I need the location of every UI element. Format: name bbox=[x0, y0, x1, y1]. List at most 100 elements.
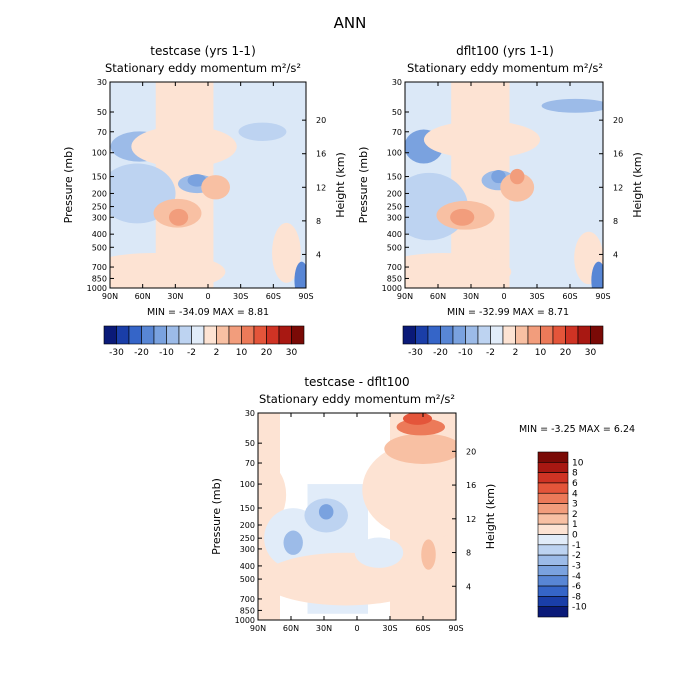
chart-panel-testcase: testcase (yrs 1-1) Stationary eddy moment… bbox=[62, 44, 347, 358]
colorbar-label: -20 bbox=[134, 348, 149, 358]
x-tick-label: 90N bbox=[102, 292, 118, 301]
colorbar-label: 4 bbox=[572, 489, 578, 499]
colorbar-swatch bbox=[477, 325, 491, 345]
right-tick-label: 20 bbox=[316, 116, 326, 125]
y-tick-label: 1000 bbox=[235, 616, 255, 625]
colorbar-swatch bbox=[537, 482, 569, 494]
colorbar-swatch bbox=[291, 325, 305, 345]
colorbar-swatch bbox=[537, 534, 569, 546]
colorbar-label: 3 bbox=[572, 500, 578, 510]
right-tick-label: 20 bbox=[466, 447, 476, 456]
x-tick-label: 30N bbox=[167, 292, 183, 301]
y-tick-label: 500 bbox=[92, 243, 107, 252]
colorbar-swatch bbox=[191, 325, 205, 345]
colorbar-swatch bbox=[166, 325, 180, 345]
colorbar-label: 2 bbox=[214, 348, 220, 358]
heatmap-contour bbox=[423, 120, 541, 159]
colorbar-swatch bbox=[537, 544, 569, 556]
colorbar-label: 20 bbox=[560, 348, 572, 358]
colorbar-swatch bbox=[103, 325, 117, 345]
colorbar-swatch bbox=[490, 325, 504, 345]
heatmap-contour bbox=[261, 552, 431, 606]
right-tick-label: 16 bbox=[613, 150, 623, 159]
y-tick-label: 300 bbox=[92, 213, 107, 222]
colorbar-label: -20 bbox=[433, 348, 448, 358]
x-tick-label: 60N bbox=[430, 292, 446, 301]
heatmap-contour bbox=[110, 253, 226, 288]
x-tick-label: 60N bbox=[135, 292, 151, 301]
colorbar-label: -8 bbox=[572, 592, 581, 602]
colorbar-swatch bbox=[228, 325, 242, 345]
y-tick-label: 400 bbox=[92, 230, 107, 239]
colorbar: -30 -20 -10 -2 2 10 20 30 bbox=[103, 325, 305, 358]
colorbar-label: -2 bbox=[572, 551, 581, 561]
right-tick-label: 4 bbox=[466, 582, 471, 591]
colorbar-label: 1 bbox=[572, 520, 578, 530]
heatmap-contour bbox=[421, 539, 436, 570]
colorbar-label: -4 bbox=[572, 572, 581, 582]
right-axis-label: Height (km) bbox=[334, 152, 347, 218]
colorbar-swatch bbox=[537, 513, 569, 525]
heatmap-field bbox=[258, 413, 456, 620]
colorbar-swatch bbox=[465, 325, 479, 345]
y-tick-label: 400 bbox=[240, 562, 255, 571]
right-tick-label: 4 bbox=[316, 250, 321, 259]
heatmap-contour bbox=[131, 125, 237, 168]
min-max-label: MIN = -32.99 MAX = 8.71 bbox=[447, 307, 569, 318]
y-tick-label: 70 bbox=[392, 128, 402, 137]
right-tick-label: 20 bbox=[613, 116, 623, 125]
colorbar-label: -30 bbox=[109, 348, 124, 358]
right-tick-label: 12 bbox=[466, 515, 476, 524]
y-tick-label: 70 bbox=[245, 459, 255, 468]
heatmap-contour bbox=[384, 433, 456, 464]
x-tick-label: 30N bbox=[316, 624, 332, 633]
y-tick-label: 100 bbox=[240, 480, 255, 489]
colorbar-label: -30 bbox=[408, 348, 423, 358]
colorbar-swatch bbox=[565, 325, 579, 345]
colorbar-swatch bbox=[427, 325, 441, 345]
y-tick-label: 100 bbox=[92, 149, 107, 158]
x-tick-label: 0 bbox=[205, 292, 210, 301]
chart-panel-dflt100: dflt100 (yrs 1-1) Stationary eddy momentu… bbox=[357, 44, 644, 358]
panel-subtitle: Stationary eddy momentum m²/s² bbox=[407, 61, 603, 75]
colorbar-label: 10 bbox=[572, 458, 584, 468]
colorbar-label: -3 bbox=[572, 561, 581, 571]
y-tick-label: 850 bbox=[92, 274, 107, 283]
colorbar-label: -6 bbox=[572, 582, 581, 592]
y-axis-label: Pressure (mb) bbox=[62, 147, 75, 224]
panel-subtitle: Stationary eddy momentum m²/s² bbox=[105, 61, 301, 75]
y-axis-label: Pressure (mb) bbox=[210, 478, 223, 555]
heatmap-contour bbox=[187, 174, 207, 187]
heatmap-contour bbox=[238, 122, 287, 141]
y-tick-label: 400 bbox=[387, 230, 402, 239]
y-tick-label: 250 bbox=[387, 203, 402, 212]
y-tick-label: 200 bbox=[387, 189, 402, 198]
colorbar-label: -10 bbox=[458, 348, 473, 358]
y-tick-label: 200 bbox=[240, 521, 255, 530]
x-tick-label: 60N bbox=[283, 624, 299, 633]
colorbar-swatch bbox=[452, 325, 466, 345]
colorbar-swatch bbox=[537, 596, 569, 607]
right-tick-label: 8 bbox=[316, 217, 321, 226]
x-tick-label: 90S bbox=[298, 292, 313, 301]
colorbar-swatch bbox=[402, 325, 416, 345]
heatmap-contour bbox=[258, 464, 287, 525]
y-tick-label: 500 bbox=[387, 243, 402, 252]
x-tick-label: 90N bbox=[397, 292, 413, 301]
x-tick-label: 30N bbox=[463, 292, 479, 301]
colorbar-swatch bbox=[552, 325, 566, 345]
colorbar-label: 20 bbox=[261, 348, 273, 358]
colorbar-swatch bbox=[141, 325, 155, 345]
colorbar-swatch bbox=[537, 503, 569, 515]
y-tick-label: 50 bbox=[392, 108, 402, 117]
heatmap-contour bbox=[272, 222, 301, 283]
colorbar-label: 30 bbox=[286, 348, 298, 358]
colorbar-swatch bbox=[537, 575, 569, 587]
colorbar-swatch bbox=[590, 325, 604, 345]
colorbar-swatch bbox=[153, 325, 167, 345]
heatmap-contour bbox=[402, 413, 433, 425]
right-tick-label: 12 bbox=[613, 183, 623, 192]
heatmap-contour bbox=[318, 504, 334, 520]
